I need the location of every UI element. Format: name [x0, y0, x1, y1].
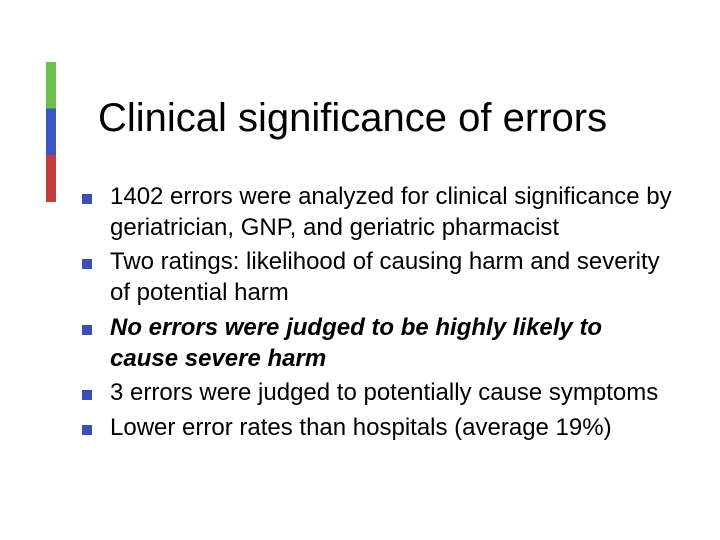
slide-title: Clinical significance of errors [98, 96, 607, 141]
accent-bar [46, 62, 56, 202]
list-item: Lower error rates than hospitals (averag… [82, 413, 672, 444]
square-bullet-icon [82, 194, 92, 204]
square-bullet-icon [82, 325, 92, 335]
list-item-text: Lower error rates than hospitals (averag… [110, 413, 672, 444]
bullet-list: 1402 errors were analyzed for clinical s… [82, 182, 672, 448]
list-item-text: No errors were judged to be highly likel… [110, 313, 672, 374]
square-bullet-icon [82, 390, 92, 400]
slide: Clinical significance of errors 1402 err… [0, 0, 720, 540]
square-bullet-icon [82, 425, 92, 435]
square-bullet-icon [82, 259, 92, 269]
list-item: Two ratings: likelihood of causing harm … [82, 247, 672, 308]
list-item: 1402 errors were analyzed for clinical s… [82, 182, 672, 243]
list-item-text: 3 errors were judged to potentially caus… [110, 378, 672, 409]
list-item: No errors were judged to be highly likel… [82, 313, 672, 374]
list-item-text: 1402 errors were analyzed for clinical s… [110, 182, 672, 243]
list-item-text: Two ratings: likelihood of causing harm … [110, 247, 672, 308]
list-item: 3 errors were judged to potentially caus… [82, 378, 672, 409]
